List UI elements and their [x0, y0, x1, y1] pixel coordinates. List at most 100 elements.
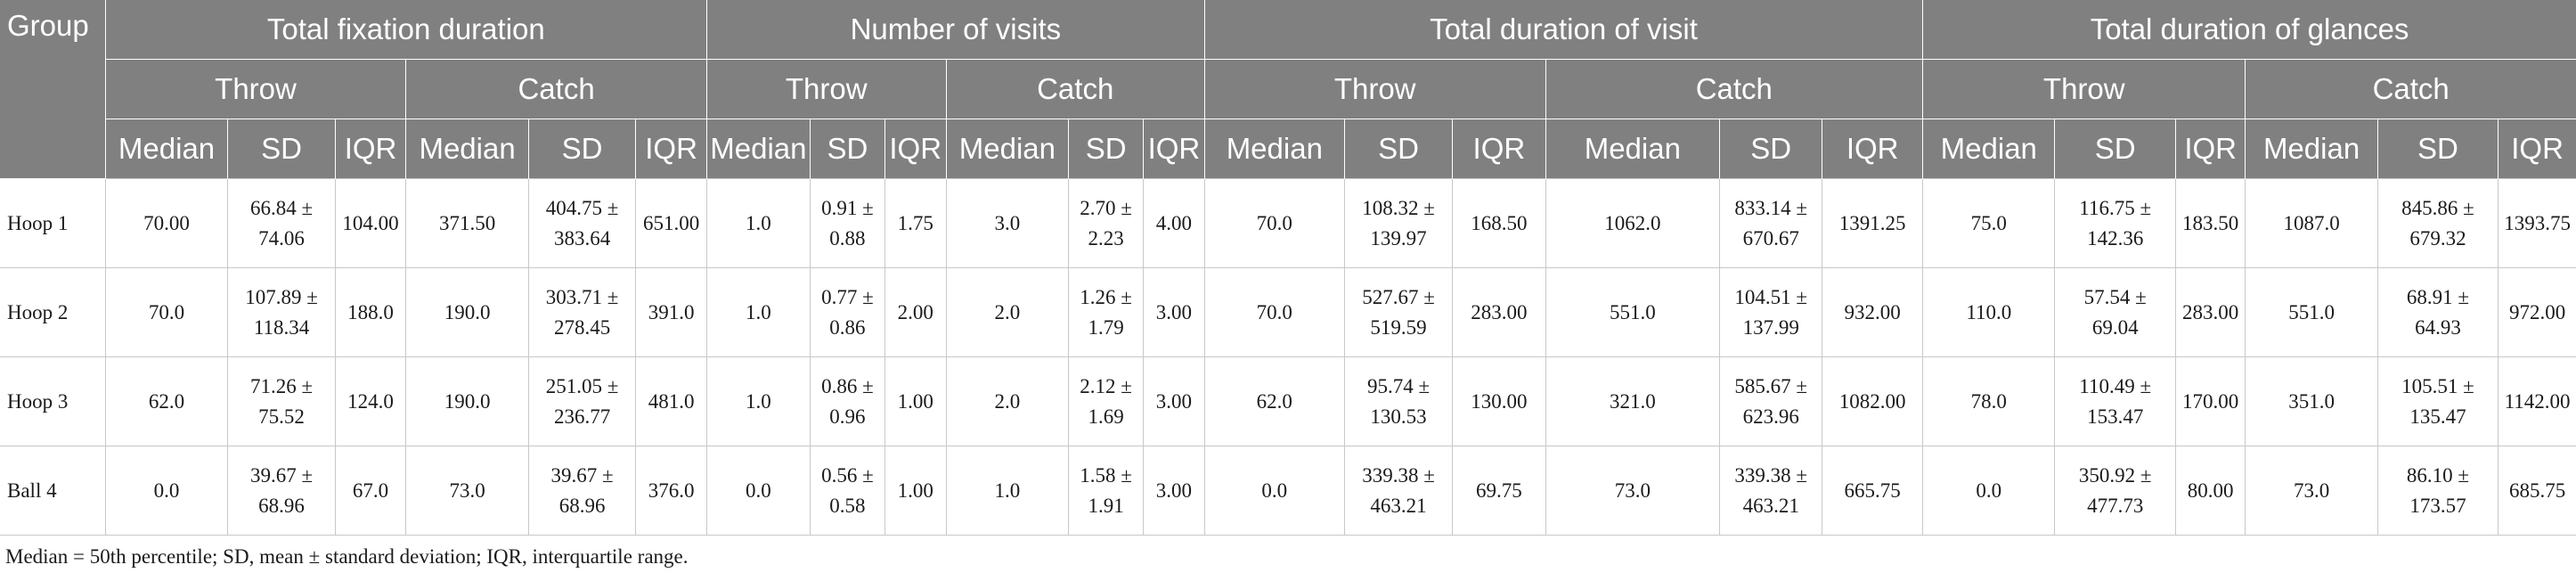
iqr-cell: 932.00	[1822, 267, 1923, 357]
iqr-cell: 1.00	[884, 446, 947, 536]
iqr-cell: 130.00	[1452, 356, 1546, 446]
median-cell: 73.0	[2245, 446, 2378, 536]
sd-mean-text: 303.71 ±	[545, 285, 619, 308]
median-cell: 1.0	[945, 446, 1069, 536]
sd-value-text: 118.34	[253, 315, 310, 339]
iqr-cell: 1.00	[884, 356, 947, 446]
sd-cell: 404.75 ± 383.64	[527, 178, 636, 268]
sd-mean-text: 350.92 ±	[2078, 463, 2152, 487]
sd-mean-text: 66.84 ±	[249, 196, 314, 219]
iqr-cell: 376.0	[635, 446, 707, 536]
stat-header-iqr: IQR	[2498, 119, 2576, 179]
stat-header-sd: SD	[2376, 119, 2499, 179]
stat-header-sd: SD	[2054, 119, 2176, 179]
sd-cell: 585.67 ± 623.96	[1719, 356, 1822, 446]
iqr-cell: 168.50	[1452, 178, 1546, 268]
median-cell: 0.0	[1203, 446, 1345, 536]
sd-value-text: 68.96	[558, 494, 606, 517]
condition-header-catch: Catch	[945, 59, 1205, 119]
sd-cell: 1.26 ± 1.79	[1068, 267, 1144, 357]
sd-mean-text: 95.74 ±	[1366, 374, 1431, 397]
sd-mean-text: 2.70 ±	[1080, 196, 1132, 219]
stat-header-iqr: IQR	[1452, 119, 1546, 179]
row-group-label: Hoop 3	[0, 356, 106, 446]
sd-mean-text: 1.26 ±	[1080, 285, 1132, 308]
sd-value-text: 0.96	[829, 405, 866, 428]
iqr-cell: 1.75	[884, 178, 947, 268]
median-cell: 2.0	[945, 267, 1069, 357]
sd-value-text: 75.52	[258, 405, 305, 428]
iqr-cell: 69.75	[1452, 446, 1546, 536]
iqr-cell: 481.0	[635, 356, 707, 446]
sd-value-text: 623.96	[1742, 405, 1799, 428]
iqr-cell: 1393.75	[2498, 178, 2576, 268]
sd-cell: 251.05 ± 236.77	[527, 356, 636, 446]
stat-header-iqr: IQR	[635, 119, 707, 179]
sd-value-text: 1.79	[1088, 315, 1124, 339]
median-cell: 70.0	[1203, 178, 1345, 268]
measure-header-number-of-visits: Number of visits	[705, 0, 1205, 60]
sd-cell: 104.51 ± 137.99	[1719, 267, 1822, 357]
sd-cell: 0.86 ± 0.96	[809, 356, 885, 446]
iqr-cell: 3.00	[1143, 446, 1205, 536]
median-cell: 1062.0	[1545, 178, 1720, 268]
sd-mean-text: 86.10 ±	[2406, 463, 2470, 487]
measure-header-total-duration-of-visit: Total duration of visit	[1203, 0, 1923, 60]
median-cell: 551.0	[1545, 267, 1720, 357]
sd-mean-text: 107.89 ±	[245, 285, 318, 308]
stat-header-median: Median	[1545, 119, 1720, 179]
sd-value-text: 0.86	[829, 315, 866, 339]
median-cell: 62.0	[1203, 356, 1345, 446]
stat-header-median: Median	[2245, 119, 2378, 179]
sd-cell: 1.58 ± 1.91	[1068, 446, 1144, 536]
sd-cell: 39.67 ± 68.96	[527, 446, 636, 536]
sd-mean-text: 2.12 ±	[1080, 374, 1132, 397]
sd-value-text: 463.21	[1370, 494, 1427, 517]
iqr-cell: 170.00	[2174, 356, 2246, 446]
condition-header-throw: Throw	[1922, 59, 2246, 119]
median-cell: 70.00	[104, 178, 228, 268]
sd-cell: 66.84 ± 74.06	[227, 178, 336, 268]
stat-header-sd: SD	[1719, 119, 1822, 179]
sd-mean-text: 68.91 ±	[2406, 285, 2470, 308]
sd-cell: 116.75 ± 142.36	[2054, 178, 2176, 268]
header-row-stats: Median SD IQR Median SD IQR Median SD IQR Median S…	[0, 119, 2576, 179]
stat-header-iqr: IQR	[884, 119, 947, 179]
iqr-cell: 1391.25	[1822, 178, 1923, 268]
sd-value-text: 137.99	[1742, 315, 1799, 339]
sd-cell: 2.12 ± 1.69	[1068, 356, 1144, 446]
sd-value-text: 670.67	[1742, 226, 1799, 250]
sd-mean-text: 845.86 ±	[2401, 196, 2474, 219]
median-cell: 1.0	[705, 356, 811, 446]
sd-mean-text: 833.14 ±	[1734, 196, 1807, 219]
iqr-cell: 104.00	[334, 178, 406, 268]
sd-mean-text: 251.05 ±	[545, 374, 619, 397]
median-cell: 371.50	[405, 178, 529, 268]
stat-header-median: Median	[705, 119, 811, 179]
iqr-cell: 283.00	[2174, 267, 2246, 357]
sd-mean-text: 339.38 ±	[1362, 463, 1435, 487]
sd-value-text: 0.88	[829, 226, 866, 250]
condition-header-throw: Throw	[705, 59, 947, 119]
sd-mean-text: 104.51 ±	[1734, 285, 1807, 308]
group-column-header: Group	[0, 0, 106, 179]
median-cell: 70.0	[1203, 267, 1345, 357]
sd-cell: 2.70 ± 2.23	[1068, 178, 1144, 268]
median-cell: 70.0	[104, 267, 228, 357]
sd-cell: 110.49 ± 153.47	[2054, 356, 2176, 446]
sd-cell: 95.74 ± 130.53	[1343, 356, 1453, 446]
sd-value-text: 383.64	[553, 226, 611, 250]
iqr-cell: 3.00	[1143, 267, 1205, 357]
iqr-cell: 685.75	[2498, 446, 2576, 536]
iqr-cell: 3.00	[1143, 356, 1205, 446]
stat-header-median: Median	[1922, 119, 2055, 179]
median-cell: 62.0	[104, 356, 228, 446]
condition-header-throw: Throw	[104, 59, 406, 119]
median-cell: 73.0	[405, 446, 529, 536]
stat-header-sd: SD	[1068, 119, 1144, 179]
stat-header-sd: SD	[227, 119, 336, 179]
sd-value-text: 477.73	[2087, 494, 2144, 517]
median-cell: 190.0	[405, 356, 529, 446]
sd-value-text: 0.58	[829, 494, 866, 517]
sd-value-text: 69.04	[2091, 315, 2139, 339]
